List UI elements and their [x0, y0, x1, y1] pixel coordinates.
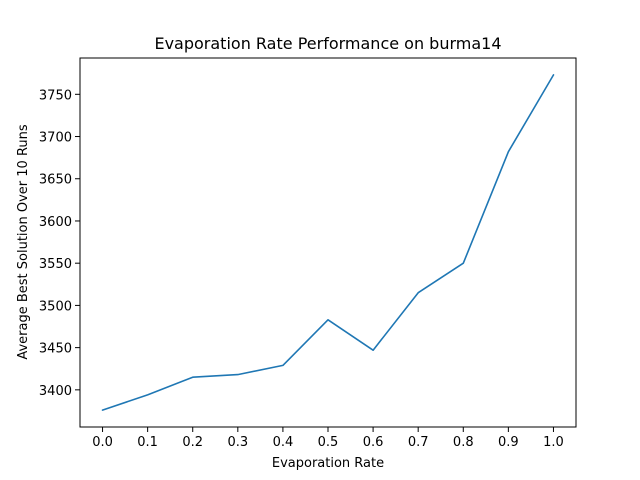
x-tick-label: 0.3	[227, 435, 248, 450]
x-tick-label: 0.5	[318, 435, 339, 450]
y-tick-label: 3700	[39, 131, 72, 146]
y-tick-label: 3550	[39, 257, 72, 272]
x-tick-label: 1.0	[543, 435, 564, 450]
x-tick-label: 0.7	[408, 435, 429, 450]
axes-frame	[79, 57, 577, 428]
y-tick-label: 3450	[39, 342, 72, 357]
y-tick-label: 3400	[39, 384, 72, 399]
y-tick-label: 3500	[39, 299, 72, 314]
x-axis-title: Evaporation Rate	[272, 456, 384, 471]
x-tick-label: 0.6	[363, 435, 384, 450]
x-tick-label: 0.8	[453, 435, 474, 450]
x-tick-label: 0.4	[273, 435, 294, 450]
x-tick-label: 0.2	[182, 435, 203, 450]
x-tick-label: 0.1	[137, 435, 158, 450]
y-axis-title: Average Best Solution Over 10 Runs	[16, 124, 31, 360]
y-tick-label: 3650	[39, 173, 72, 188]
chart-title: Evaporation Rate Performance on burma14	[154, 34, 501, 53]
y-axis: 3400 3450 3500 3550 3600 3650 3700 3750	[39, 88, 80, 399]
series-line	[101, 74, 555, 411]
x-axis: 0.0 0.1 0.2 0.3 0.4 0.5 0.6 0.7 0.8 0.9 1.0	[92, 427, 564, 450]
x-tick-label: 0.9	[498, 435, 519, 450]
x-tick-label: 0.0	[92, 435, 113, 450]
y-tick-label: 3600	[39, 215, 72, 230]
series-layer	[101, 74, 555, 411]
y-tick-label: 3750	[39, 88, 72, 103]
